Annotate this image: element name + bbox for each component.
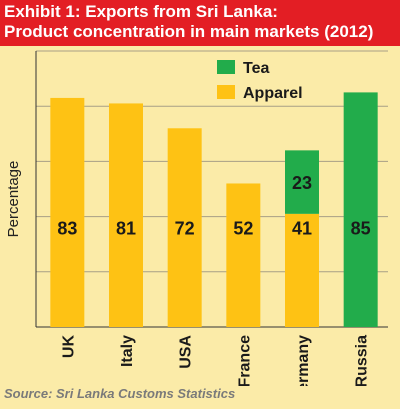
title-banner: Exhibit 1: Exports from Sri Lanka: Produ…	[0, 0, 400, 46]
x-tick-label-usa: USA	[178, 335, 195, 369]
data-label-apparel-usa: 72	[175, 219, 195, 239]
bar-apparel-uk	[50, 97, 85, 327]
x-tick-label-russia: Russia	[354, 335, 371, 386]
y-axis-label: Percentage	[5, 161, 22, 238]
legend-swatch-apparel	[217, 85, 235, 99]
bar-tea-russia	[343, 92, 378, 328]
x-tick-label-france: France	[236, 335, 253, 386]
legend-label-apparel: Apparel	[243, 85, 303, 102]
data-label-apparel-italy: 81	[116, 219, 136, 239]
x-tick-label-germany: Germany	[295, 335, 312, 386]
bar-apparel-france	[226, 183, 261, 327]
bar-tea-germany	[285, 150, 319, 214]
data-label-apparel-france: 52	[233, 219, 253, 239]
data-label-apparel-germany: 41	[292, 219, 312, 239]
chart-title-line-1: Exhibit 1: Exports from Sri Lanka:	[4, 2, 278, 21]
bar-apparel-usa	[167, 128, 202, 327]
chart-title-line-2: Product concentration in main markets (2…	[4, 22, 374, 41]
bar-apparel-germany	[285, 213, 319, 327]
source-note: Source: Sri Lanka Customs Statistics	[4, 386, 236, 401]
data-label-tea-russia: 85	[351, 219, 371, 239]
bar-apparel-italy	[109, 103, 143, 327]
x-tick-label-uk: UK	[60, 335, 77, 359]
bar-chart: Percentage 83 UK 81 Italy 72 USA 52 France 41 23 Ge…	[5, 50, 388, 386]
data-label-apparel-uk: 83	[57, 219, 77, 239]
data-label-tea-germany: 23	[292, 173, 312, 193]
x-tick-label-italy: Italy	[119, 335, 136, 367]
legend-swatch-tea	[217, 60, 235, 74]
legend-label-tea: Tea	[243, 60, 269, 77]
